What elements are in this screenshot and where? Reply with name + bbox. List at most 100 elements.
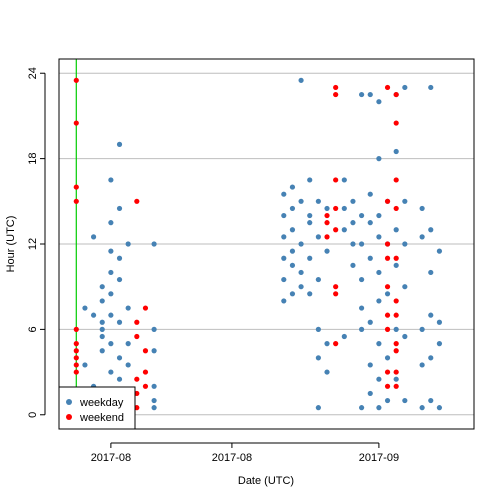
data-point-weekday [99, 284, 105, 290]
data-point-weekday [281, 276, 287, 283]
data-point-weekend [73, 348, 79, 354]
data-point-weekend [333, 341, 339, 347]
data-point-weekday [341, 333, 347, 340]
data-point-weekday [436, 319, 443, 325]
data-point-weekday [289, 184, 296, 190]
data-point-weekday [151, 326, 157, 332]
data-point-weekday [289, 227, 296, 233]
data-point-weekday [281, 234, 287, 240]
data-point-weekday [99, 348, 105, 354]
data-point-weekday [402, 397, 408, 404]
legend-weekday-label: weekday [79, 397, 124, 409]
x-tick-label: 2017-09 [359, 452, 399, 464]
data-point-weekday [298, 198, 304, 204]
data-point-weekday [125, 362, 131, 368]
data-point-weekday [402, 284, 408, 290]
data-point-weekend [73, 198, 79, 204]
data-point-weekday [82, 305, 88, 311]
data-point-weekend [384, 84, 391, 91]
x-axis-title: Date (UTC) [238, 475, 294, 487]
data-point-weekday [108, 369, 114, 375]
data-point-weekend [384, 241, 391, 247]
legend-box [58, 386, 136, 430]
data-point-weekday [402, 84, 408, 91]
data-point-weekend [73, 120, 79, 126]
data-point-weekday [428, 397, 434, 404]
data-point-weekend [393, 348, 399, 354]
data-point-weekday [384, 291, 391, 297]
data-point-weekday [281, 298, 287, 304]
data-point-weekend [333, 205, 339, 212]
data-point-weekday [307, 177, 313, 183]
x-axis: 2017-08 2017-08 2017-09 [91, 442, 399, 464]
data-point-weekday [289, 291, 296, 297]
data-point-weekday [307, 220, 313, 226]
data-point-weekend [134, 390, 140, 397]
data-point-weekend [333, 291, 339, 297]
data-point-weekday [298, 77, 304, 83]
data-point-weekday [108, 312, 114, 318]
data-point-weekday [419, 205, 425, 212]
data-point-weekday [298, 269, 304, 276]
data-point-weekday [99, 298, 105, 304]
data-point-weekday [350, 220, 356, 226]
data-point-weekend [384, 383, 391, 389]
y-tick-label: 6 [27, 326, 39, 332]
data-point-weekday [384, 397, 391, 404]
data-point-weekend [393, 298, 399, 304]
data-point-weekend [393, 205, 399, 212]
data-point-weekday [376, 99, 382, 105]
data-point-weekday [289, 248, 296, 254]
data-point-weekday [315, 276, 321, 283]
data-point-weekday [315, 405, 321, 411]
data-point-weekday [151, 348, 157, 354]
data-point-weekday [341, 227, 347, 233]
data-point-weekday [436, 405, 443, 411]
data-point-weekday [350, 262, 356, 268]
data-point-weekday [298, 241, 304, 247]
data-point-weekend [134, 405, 140, 411]
data-point-weekday [151, 241, 157, 247]
data-point-weekday [436, 248, 443, 254]
data-point-weekday [289, 205, 296, 212]
data-point-weekday [419, 405, 425, 411]
data-point-weekday [324, 369, 330, 375]
data-point-weekday [376, 212, 382, 219]
data-point-weekend [134, 319, 140, 325]
data-point-weekday [116, 255, 123, 261]
data-point-weekday [281, 255, 287, 261]
data-point-weekday [90, 312, 97, 318]
data-point-weekday [367, 390, 373, 397]
data-point-weekday [419, 362, 425, 368]
data-point-weekday [108, 269, 114, 276]
data-point-weekday [324, 341, 330, 347]
data-point-weekday [307, 291, 313, 297]
data-point-weekday [402, 241, 408, 247]
data-point-weekday [376, 298, 382, 304]
data-point-weekend [384, 255, 391, 261]
y-axis: 0 6 12 18 24 [27, 67, 46, 418]
data-point-weekend [73, 355, 79, 361]
data-point-weekend [324, 212, 330, 219]
data-point-weekday [376, 269, 382, 276]
data-point-weekday [367, 191, 373, 197]
data-point-weekday [315, 234, 321, 240]
data-point-weekday [428, 269, 434, 276]
data-point-weekday [315, 355, 321, 361]
data-point-weekday [99, 319, 105, 325]
y-tick-label: 12 [27, 238, 39, 250]
legend: weekday weekend [58, 386, 136, 430]
data-point-weekend [324, 234, 330, 240]
data-point-weekday [341, 205, 347, 212]
data-point-weekday [116, 141, 123, 147]
data-point-weekday [428, 84, 434, 91]
data-point-weekday [151, 397, 157, 404]
data-point-weekend [324, 220, 330, 226]
data-point-weekend [333, 84, 339, 91]
data-point-weekend [393, 312, 399, 318]
data-point-weekday [108, 341, 114, 347]
data-point-weekday [402, 333, 408, 340]
data-point-weekday [359, 276, 365, 283]
legend-weekend-label: weekend [79, 412, 124, 424]
data-point-weekday [324, 248, 330, 254]
